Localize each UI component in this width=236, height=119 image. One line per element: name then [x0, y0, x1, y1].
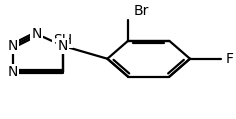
Text: SH: SH — [53, 33, 72, 47]
Text: F: F — [225, 52, 233, 66]
Text: N: N — [31, 27, 42, 41]
Text: Br: Br — [134, 4, 149, 18]
Text: N: N — [8, 65, 18, 79]
Text: N: N — [8, 39, 18, 53]
Text: N: N — [57, 39, 68, 53]
